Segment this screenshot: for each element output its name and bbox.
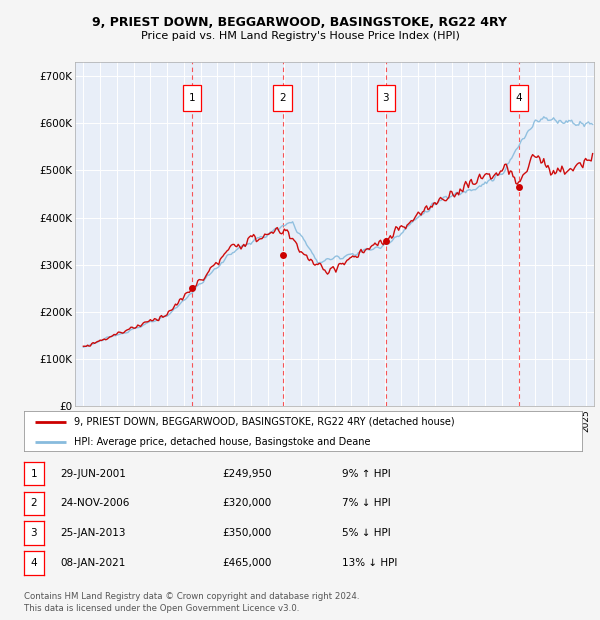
Text: 9% ↑ HPI: 9% ↑ HPI: [342, 469, 391, 479]
Text: £350,000: £350,000: [222, 528, 271, 538]
Text: 29-JUN-2001: 29-JUN-2001: [60, 469, 126, 479]
Text: 1: 1: [31, 469, 37, 479]
FancyBboxPatch shape: [274, 86, 292, 111]
Text: 4: 4: [515, 93, 523, 103]
Text: 3: 3: [31, 528, 37, 538]
Text: Price paid vs. HM Land Registry's House Price Index (HPI): Price paid vs. HM Land Registry's House …: [140, 31, 460, 41]
Text: 1: 1: [189, 93, 196, 103]
Text: £320,000: £320,000: [222, 498, 271, 508]
Text: 4: 4: [31, 558, 37, 568]
Text: 08-JAN-2021: 08-JAN-2021: [60, 558, 125, 568]
Text: 13% ↓ HPI: 13% ↓ HPI: [342, 558, 397, 568]
Text: 2: 2: [31, 498, 37, 508]
Text: 9, PRIEST DOWN, BEGGARWOOD, BASINGSTOKE, RG22 4RY (detached house): 9, PRIEST DOWN, BEGGARWOOD, BASINGSTOKE,…: [74, 417, 455, 427]
Text: 25-JAN-2013: 25-JAN-2013: [60, 528, 125, 538]
Text: 3: 3: [383, 93, 389, 103]
Text: HPI: Average price, detached house, Basingstoke and Deane: HPI: Average price, detached house, Basi…: [74, 438, 371, 448]
FancyBboxPatch shape: [510, 86, 528, 111]
Text: £465,000: £465,000: [222, 558, 271, 568]
Text: Contains HM Land Registry data © Crown copyright and database right 2024.
This d: Contains HM Land Registry data © Crown c…: [24, 591, 359, 613]
Text: 2: 2: [279, 93, 286, 103]
Text: 9, PRIEST DOWN, BEGGARWOOD, BASINGSTOKE, RG22 4RY: 9, PRIEST DOWN, BEGGARWOOD, BASINGSTOKE,…: [92, 16, 508, 29]
FancyBboxPatch shape: [183, 86, 201, 111]
Text: £249,950: £249,950: [222, 469, 272, 479]
Text: 24-NOV-2006: 24-NOV-2006: [60, 498, 130, 508]
Text: 7% ↓ HPI: 7% ↓ HPI: [342, 498, 391, 508]
FancyBboxPatch shape: [377, 86, 395, 111]
Text: 5% ↓ HPI: 5% ↓ HPI: [342, 528, 391, 538]
